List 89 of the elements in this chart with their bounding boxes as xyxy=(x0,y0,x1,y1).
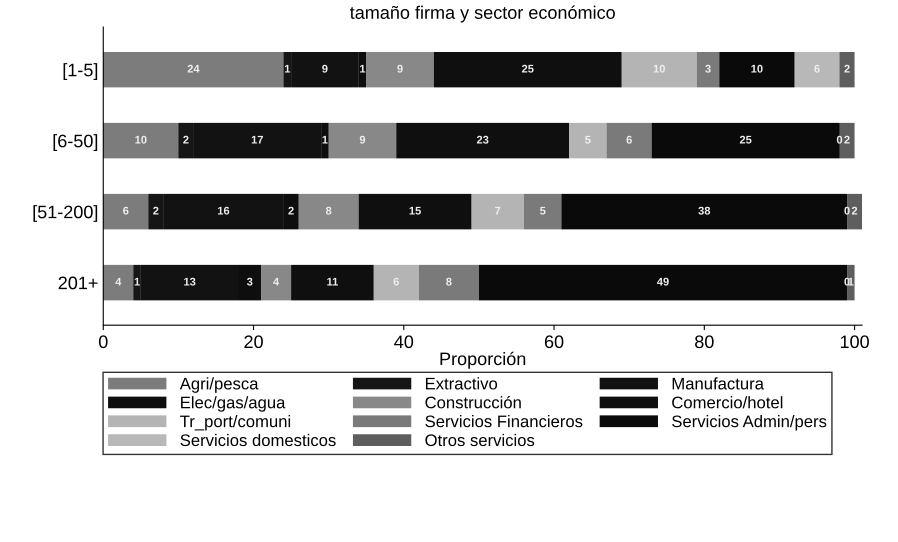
x-tick-label: 0 xyxy=(98,335,108,348)
bar xyxy=(569,122,607,158)
bar xyxy=(696,52,720,88)
data-label: 8 xyxy=(446,278,452,286)
legend-label: Tr_port/comuni xyxy=(180,415,290,431)
data-label: 9 xyxy=(360,136,366,144)
y-tick-label: [6-50] xyxy=(54,134,98,151)
data-label: 38 xyxy=(698,206,710,215)
data-label: 8 xyxy=(326,206,332,215)
data-label: 0 xyxy=(844,278,850,286)
data-label: 11 xyxy=(327,278,338,286)
data-label: 15 xyxy=(410,206,421,215)
bar xyxy=(374,264,419,300)
data-label: 1 xyxy=(848,278,854,286)
x-tick-label: 40 xyxy=(394,335,414,348)
data-label: 6 xyxy=(394,278,399,286)
bar xyxy=(471,194,524,230)
data-label: 10 xyxy=(751,64,763,73)
data-label: 5 xyxy=(540,206,546,215)
data-label: 5 xyxy=(585,136,591,144)
bar xyxy=(418,264,479,300)
data-label: 4 xyxy=(115,278,122,286)
data-label: 6 xyxy=(123,206,128,215)
legend-label: Servicios Admin/pers xyxy=(672,415,826,431)
data-label: 25 xyxy=(522,64,534,73)
bar xyxy=(606,122,652,158)
bar xyxy=(103,52,284,88)
data-label: 2 xyxy=(844,136,850,144)
data-label: 1 xyxy=(360,64,366,73)
bar xyxy=(103,264,134,300)
data-label: 0 xyxy=(844,206,850,215)
data-label: 23 xyxy=(476,136,488,144)
legend-label: Servicios domesticos xyxy=(180,434,336,446)
data-label: 7 xyxy=(495,206,500,215)
x-tick-label: 80 xyxy=(695,335,714,348)
x-tick-label: 20 xyxy=(244,335,263,348)
x-axis-title: Proporción xyxy=(440,352,526,369)
x-tick-label: 100 xyxy=(840,335,869,348)
data-label: 2 xyxy=(288,206,294,215)
bar xyxy=(794,52,840,88)
data-label: 10 xyxy=(135,136,147,144)
bar xyxy=(840,52,855,88)
legend-label: Otros servicios xyxy=(425,434,534,446)
data-label: 49 xyxy=(656,278,669,286)
x-tick-label: 60 xyxy=(544,335,564,348)
legend-label: Comercio/hotel xyxy=(672,396,782,408)
bar xyxy=(524,194,562,230)
data-label: 6 xyxy=(626,136,632,144)
bar xyxy=(261,264,292,300)
bar xyxy=(434,52,622,88)
y-tick-label: 201+ xyxy=(58,276,98,290)
data-label: 10 xyxy=(654,64,665,73)
data-label: 3 xyxy=(246,278,252,286)
data-label: 3 xyxy=(705,64,711,73)
bar xyxy=(103,122,178,158)
legend-label: Elec/gas/agua xyxy=(181,396,286,412)
legend-label: Agri/pesca xyxy=(180,377,258,393)
data-label: 0 xyxy=(836,136,842,144)
data-label: 2 xyxy=(852,206,858,215)
data-label: 25 xyxy=(740,136,752,144)
data-label: 1 xyxy=(134,278,140,286)
data-label: 1 xyxy=(322,136,328,144)
bar xyxy=(396,122,570,158)
data-label: 16 xyxy=(218,206,230,215)
legend-label: Manufactura xyxy=(672,377,764,390)
data-label: 4 xyxy=(273,278,280,286)
bar xyxy=(719,52,794,88)
chart-title: tamaño firma y sector económico xyxy=(350,5,615,23)
bar xyxy=(298,194,359,230)
data-label: 9 xyxy=(322,64,328,73)
y-tick-label: [51-200] xyxy=(33,205,98,222)
data-label: 2 xyxy=(183,136,189,144)
bar xyxy=(291,264,374,300)
bar xyxy=(622,52,697,88)
y-tick-label: [1-5] xyxy=(64,63,98,80)
data-label: 9 xyxy=(397,64,403,73)
data-label: 17 xyxy=(252,136,263,144)
bar xyxy=(103,194,148,230)
data-label: 1 xyxy=(284,64,290,73)
bar xyxy=(358,194,472,230)
data-label: 13 xyxy=(184,278,196,286)
bar xyxy=(328,122,396,158)
data-label: 2 xyxy=(153,206,159,215)
legend-label: Servicios Financieros xyxy=(425,415,582,428)
data-label: 24 xyxy=(188,64,200,73)
bar xyxy=(366,52,434,88)
data-label: 2 xyxy=(844,64,850,73)
legend-label: Extractivo xyxy=(426,377,498,390)
legend-label: Construcción xyxy=(425,396,521,408)
